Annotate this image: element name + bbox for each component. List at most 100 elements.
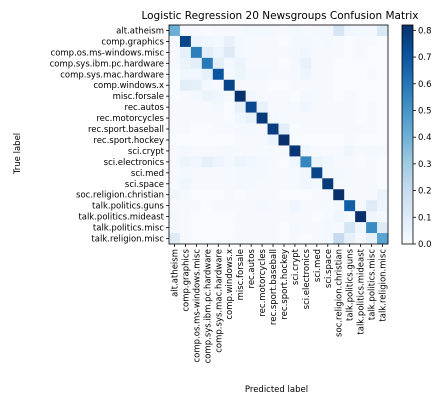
heatmap-cell bbox=[311, 211, 323, 223]
heatmap-cell bbox=[256, 167, 268, 179]
heatmap-cell bbox=[300, 156, 312, 168]
heatmap-cell bbox=[169, 145, 181, 157]
heatmap-cell bbox=[278, 134, 290, 146]
heatmap-cell bbox=[289, 233, 301, 245]
heatmap-cell bbox=[201, 233, 214, 245]
heatmap-cell bbox=[377, 233, 389, 245]
heatmap-cell bbox=[201, 178, 214, 190]
x-tick-label: soc.religion.christian bbox=[335, 249, 345, 337]
x-tick-label: sci.electronics bbox=[302, 248, 312, 309]
heatmap-cell bbox=[179, 101, 192, 113]
heatmap-cell bbox=[366, 211, 378, 223]
heatmap-cell bbox=[190, 68, 203, 81]
heatmap-cell bbox=[278, 35, 290, 48]
heatmap-cell bbox=[344, 35, 356, 48]
heatmap-cell bbox=[311, 25, 323, 37]
heatmap-cell bbox=[223, 68, 235, 81]
heatmap-cell bbox=[377, 178, 389, 190]
y-tick-label: rec.autos bbox=[125, 103, 165, 113]
heatmap-cell bbox=[333, 46, 345, 59]
heatmap-cell bbox=[190, 233, 203, 245]
heatmap-cell bbox=[300, 25, 312, 37]
x-tick-label: comp.os.ms-windows.misc bbox=[192, 249, 202, 363]
heatmap-cell bbox=[311, 68, 323, 81]
heatmap-cell bbox=[256, 233, 268, 245]
heatmap-cell bbox=[245, 46, 257, 59]
heatmap-cell bbox=[377, 211, 389, 223]
heatmap-cell bbox=[223, 145, 235, 157]
heatmap-cell bbox=[278, 123, 290, 135]
heatmap-cell bbox=[278, 79, 290, 91]
heatmap-cell bbox=[169, 112, 181, 124]
heatmap-cell bbox=[333, 200, 345, 212]
heatmap-cell bbox=[289, 79, 301, 91]
heatmap-cell bbox=[355, 25, 367, 37]
heatmap-cell bbox=[234, 46, 246, 59]
heatmap-cell bbox=[322, 46, 334, 59]
colorbar-tick-label: 0.8 bbox=[418, 26, 432, 36]
heatmap-cell bbox=[245, 79, 257, 91]
heatmap-cell bbox=[245, 68, 257, 81]
heatmap-cell bbox=[322, 167, 334, 179]
heatmap-cell bbox=[377, 35, 389, 48]
heatmap-cell bbox=[190, 200, 203, 212]
heatmap-cell bbox=[212, 46, 225, 59]
heatmap-cell bbox=[322, 123, 334, 135]
heatmap-cell bbox=[179, 189, 192, 201]
heatmap-cell bbox=[256, 25, 268, 37]
y-tick-label: sci.space bbox=[125, 180, 164, 190]
heatmap-cell bbox=[169, 178, 181, 190]
heatmap-cell bbox=[322, 200, 334, 212]
heatmap-cell bbox=[256, 200, 268, 212]
heatmap-cell bbox=[256, 123, 268, 135]
heatmap-cell bbox=[333, 101, 345, 113]
heatmap-cell bbox=[289, 35, 301, 48]
heatmap-cell bbox=[179, 57, 192, 70]
heatmap-cell bbox=[256, 101, 268, 113]
heatmap-cell bbox=[289, 156, 301, 168]
heatmap-cell bbox=[278, 57, 290, 70]
heatmap-cell bbox=[300, 189, 312, 201]
heatmap-cell bbox=[300, 178, 312, 190]
heatmap-cell bbox=[300, 167, 312, 179]
heatmap-cell bbox=[311, 57, 323, 70]
heatmap-cell bbox=[234, 178, 246, 190]
heatmap-cell bbox=[179, 46, 192, 59]
heatmap-cell bbox=[300, 90, 312, 102]
heatmap-cell bbox=[289, 25, 301, 37]
heatmap-cell bbox=[179, 35, 192, 48]
heatmap-cell bbox=[322, 90, 334, 102]
heatmap-cell bbox=[355, 222, 367, 234]
heatmap-cell bbox=[311, 145, 323, 157]
heatmap-cell bbox=[322, 112, 334, 124]
y-tick-label: misc.forsale bbox=[113, 92, 164, 102]
heatmap-cell bbox=[278, 25, 290, 37]
heatmap-cell bbox=[355, 112, 367, 124]
heatmap-cell bbox=[223, 46, 235, 59]
heatmap-cell bbox=[256, 145, 268, 157]
heatmap-cell bbox=[212, 189, 225, 201]
heatmap-cell bbox=[366, 167, 378, 179]
x-tick-label: talk.politics.misc bbox=[368, 249, 378, 320]
heatmap-cell bbox=[234, 25, 246, 37]
heatmap-cell bbox=[311, 156, 323, 168]
heatmap-cell bbox=[223, 200, 235, 212]
heatmap-cell bbox=[256, 35, 268, 48]
heatmap-cell bbox=[201, 211, 214, 223]
heatmap-cell bbox=[333, 145, 345, 157]
heatmap-cell bbox=[344, 46, 356, 59]
heatmap-cell bbox=[234, 90, 246, 102]
heatmap-cell bbox=[267, 46, 279, 59]
heatmap-cell bbox=[201, 46, 214, 59]
y-tick-label: rec.sport.baseball bbox=[88, 125, 164, 135]
heatmap-cell bbox=[311, 35, 323, 48]
heatmap-cell bbox=[366, 57, 378, 70]
heatmap-cell bbox=[377, 25, 389, 37]
heatmap-cell bbox=[377, 112, 389, 124]
y-tick-label: sci.electronics bbox=[104, 158, 165, 168]
heatmap-cell bbox=[201, 35, 214, 48]
heatmap-cell bbox=[245, 123, 257, 135]
heatmap-cell bbox=[245, 222, 257, 234]
heatmap-cell bbox=[333, 68, 345, 81]
heatmap-cell bbox=[322, 134, 334, 146]
